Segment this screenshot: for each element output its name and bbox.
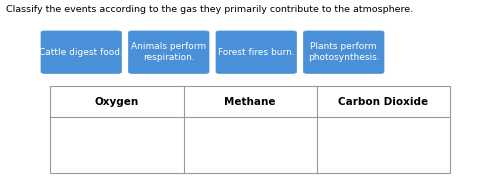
Text: Classify the events according to the gas they primarily contribute to the atmosp: Classify the events according to the gas… bbox=[6, 5, 413, 14]
Text: Forest fires burn.: Forest fires burn. bbox=[218, 48, 294, 57]
FancyBboxPatch shape bbox=[216, 31, 296, 73]
Text: Animals perform
respiration.: Animals perform respiration. bbox=[131, 42, 206, 62]
Text: Plants perform
photosynthesis.: Plants perform photosynthesis. bbox=[308, 42, 380, 62]
FancyBboxPatch shape bbox=[41, 31, 121, 73]
Text: Oxygen: Oxygen bbox=[94, 97, 139, 107]
Text: Cattle digest food.: Cattle digest food. bbox=[40, 48, 123, 57]
FancyBboxPatch shape bbox=[304, 31, 384, 73]
FancyBboxPatch shape bbox=[128, 31, 209, 73]
Text: Methane: Methane bbox=[224, 97, 276, 107]
Text: Carbon Dioxide: Carbon Dioxide bbox=[338, 97, 428, 107]
